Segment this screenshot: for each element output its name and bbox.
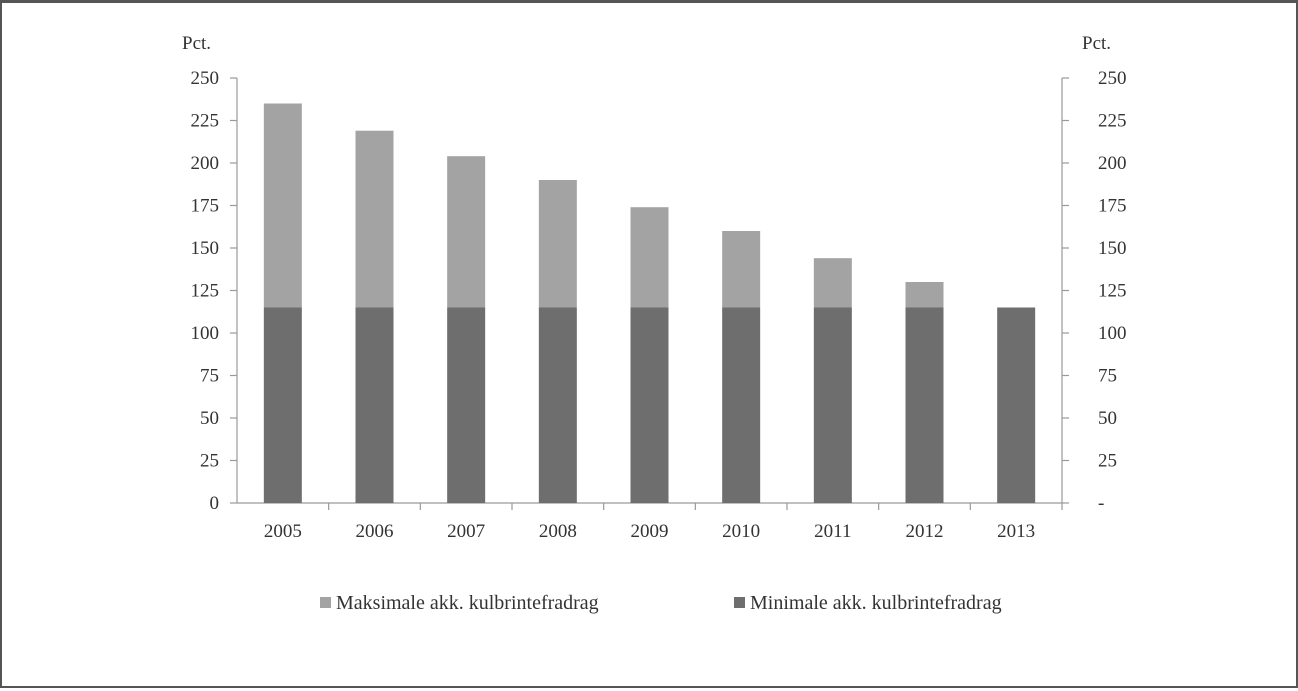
y-axis-label-left: Pct.	[182, 33, 211, 54]
bar-minimale-2013	[997, 307, 1036, 503]
bar-maksimale-2011	[813, 258, 852, 308]
bar-minimale-2011	[813, 307, 852, 503]
y-tick-label-right: 25	[1098, 451, 1117, 472]
y-tick-label-right: 50	[1098, 408, 1117, 429]
x-tick-label-2011: 2011	[814, 521, 851, 542]
x-tick-label-2008: 2008	[539, 521, 577, 542]
y-tick-label-left: 25	[200, 451, 219, 472]
bar-minimale-2006	[355, 307, 394, 503]
y-tick-label-left: 100	[191, 323, 220, 344]
bars-layer	[263, 103, 1036, 503]
x-tick-label-2006: 2006	[356, 521, 394, 542]
legend-label-maksimale: Maksimale akk. kulbrintefradrag	[336, 592, 599, 614]
bar-maksimale-2005	[263, 103, 302, 308]
bar-minimale-2009	[630, 307, 669, 503]
bar-minimale-2010	[722, 307, 761, 503]
y-tick-label-left: 50	[200, 408, 219, 429]
bar-maksimale-2006	[355, 130, 394, 308]
y-tick-label-right: 75	[1098, 366, 1117, 387]
y-tick-label-right: 200	[1098, 153, 1127, 174]
bar-maksimale-2012	[905, 282, 944, 308]
y-tick-label-left: 225	[191, 111, 220, 132]
y-tick-label-right: 175	[1098, 196, 1127, 217]
bar-maksimale-2007	[447, 156, 486, 308]
legend-swatch-maksimale	[320, 597, 331, 608]
y-tick-label-left: 125	[191, 281, 220, 302]
y-tick-label-left: 250	[191, 68, 220, 89]
x-tick-label-2007: 2007	[447, 521, 485, 542]
legend-swatch-minimale	[734, 597, 745, 608]
labels-layer: Pct. Pct. 0 - 25 25 50 50 75 75 100 100 125 125 150 1…	[182, 33, 1127, 542]
x-tick-label-2010: 2010	[722, 521, 760, 542]
bar-maksimale-2009	[630, 207, 669, 308]
bar-minimale-2005	[263, 307, 302, 503]
y-tick-label-right: -	[1098, 493, 1104, 514]
y-tick-label-right: 250	[1098, 68, 1127, 89]
x-tick-label-2009: 2009	[631, 521, 669, 542]
legend: Maksimale akk. kulbrintefradrag Minimale…	[320, 592, 1002, 614]
y-tick-label-left: 175	[191, 196, 220, 217]
x-tick-label-2013: 2013	[997, 521, 1035, 542]
bar-minimale-2012	[905, 307, 944, 503]
y-tick-label-left: 150	[191, 238, 220, 259]
y-tick-label-right: 150	[1098, 238, 1127, 259]
bar-minimale-2007	[447, 307, 486, 503]
bar-chart: Pct. Pct. 0 - 25 25 50 50 75 75 100 100 125 125 150 1…	[182, 33, 1127, 614]
y-tick-label-left: 200	[191, 153, 220, 174]
bar-minimale-2008	[538, 307, 577, 503]
y-axis-label-right: Pct.	[1082, 33, 1111, 54]
y-tick-label-right: 125	[1098, 281, 1127, 302]
y-tick-label-left: 75	[200, 366, 219, 387]
bar-maksimale-2008	[538, 180, 577, 308]
x-tick-label-2005: 2005	[264, 521, 302, 542]
x-tick-label-2012: 2012	[906, 521, 944, 542]
y-tick-label-right: 100	[1098, 323, 1127, 344]
legend-label-minimale: Minimale akk. kulbrintefradrag	[750, 592, 1002, 614]
y-tick-label-left: 0	[210, 493, 220, 514]
bar-maksimale-2010	[722, 231, 761, 308]
y-tick-label-right: 225	[1098, 111, 1127, 132]
